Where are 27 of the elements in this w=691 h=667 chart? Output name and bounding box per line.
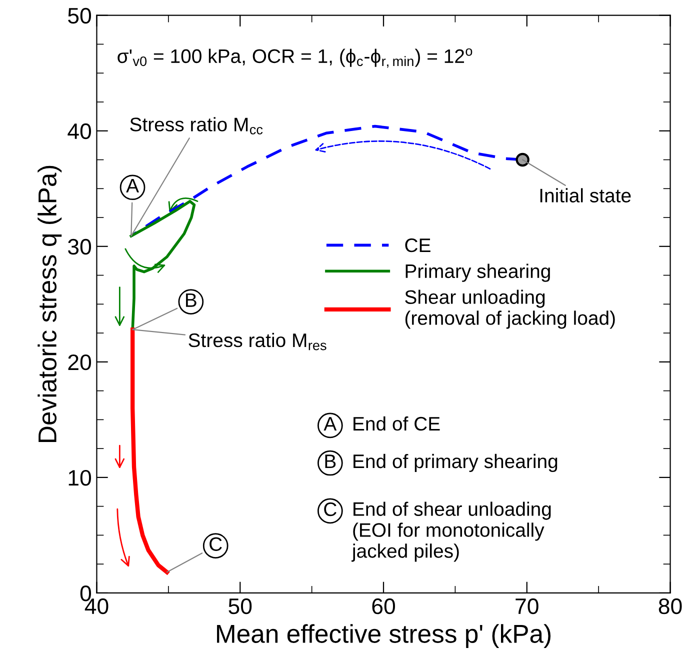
annotation: C	[210, 537, 222, 551]
annotation: End of shear unloading (EOI for monotonically jacked piles)	[351, 502, 551, 562]
annotation: B	[186, 293, 196, 307]
legend-label: Shear unloading (removal of jacking load)	[405, 290, 615, 329]
y-tick-label: 10	[68, 470, 92, 486]
annotation: σ'$_{v0}$ = 100 kPa, OCR = 1, (ϕ$_{c}$-ϕ$_{r,min}$) = 12$^{o}$	[118, 48, 472, 68]
legend-label: CE	[405, 238, 430, 252]
annotation: B	[325, 454, 336, 468]
legend-label: Primary shearing	[406, 264, 550, 282]
y-tick-label: 20	[68, 354, 92, 370]
annotation: End of primary shearing	[354, 454, 558, 472]
annotation: Stress ratio M$_{res}$	[188, 332, 326, 350]
x-tick-label: 70	[516, 598, 538, 614]
annotation: A	[324, 417, 337, 430]
y-tick-label: 30	[68, 238, 92, 255]
x-tick-label: 60	[372, 598, 395, 614]
annotation: A	[126, 179, 139, 192]
annotation: C	[324, 502, 336, 516]
y-tick-label: 50	[68, 8, 92, 24]
annotation: End of CE	[354, 416, 440, 431]
annotation: Stress ratio M$_{cc}$	[130, 117, 263, 134]
annotation: Initial state	[540, 188, 631, 202]
x-tick-label: 80	[658, 598, 682, 614]
y-axis-title: Deviatoric stress q (kPa)	[38, 166, 62, 442]
x-axis-title: Mean effective stress p' (kPa)	[217, 624, 551, 648]
x-tick-label: 50	[228, 598, 252, 614]
y-tick-label: 40	[68, 123, 92, 140]
